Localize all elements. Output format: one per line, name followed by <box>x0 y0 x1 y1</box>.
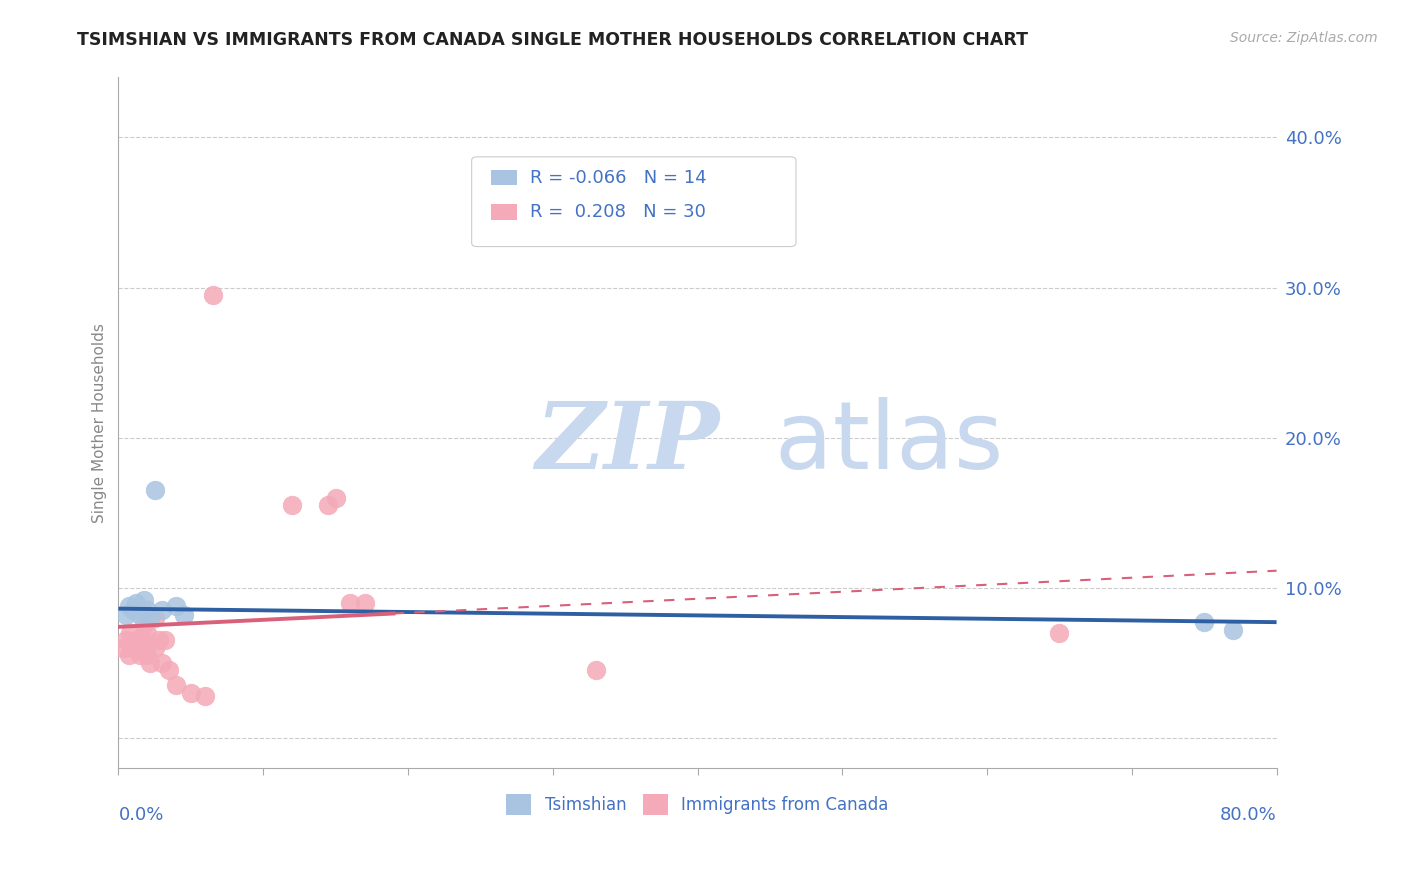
Point <box>153 633 176 648</box>
Text: R = -0.066   N = 14: R = -0.066 N = 14 <box>530 169 706 186</box>
Point <box>1222 623 1244 637</box>
Point <box>353 596 375 610</box>
Text: Source: ZipAtlas.com: Source: ZipAtlas.com <box>1230 31 1378 45</box>
Point <box>165 599 187 613</box>
Point <box>117 599 139 613</box>
FancyBboxPatch shape <box>471 157 796 246</box>
Point <box>180 686 202 700</box>
Point <box>150 656 173 670</box>
FancyBboxPatch shape <box>491 170 517 186</box>
Point <box>1049 625 1071 640</box>
Point <box>281 498 304 512</box>
Point <box>201 288 224 302</box>
Legend: Tsimshian, Immigrants from Canada: Tsimshian, Immigrants from Canada <box>499 788 896 822</box>
Point <box>136 625 159 640</box>
Point <box>114 607 136 622</box>
Point <box>325 491 347 505</box>
Point <box>150 603 173 617</box>
Point <box>129 607 152 622</box>
Point <box>143 483 166 497</box>
Point <box>122 603 145 617</box>
Point <box>1192 615 1215 629</box>
Point <box>139 610 162 624</box>
Point <box>585 663 607 677</box>
Text: R =  0.208   N = 30: R = 0.208 N = 30 <box>530 203 706 221</box>
Point <box>128 640 150 655</box>
Point <box>132 633 155 648</box>
Point <box>117 648 139 662</box>
Point <box>136 648 159 662</box>
Point <box>118 625 141 640</box>
Text: TSIMSHIAN VS IMMIGRANTS FROM CANADA SINGLE MOTHER HOUSEHOLDS CORRELATION CHART: TSIMSHIAN VS IMMIGRANTS FROM CANADA SING… <box>77 31 1028 49</box>
FancyBboxPatch shape <box>491 204 517 219</box>
Y-axis label: Single Mother Households: Single Mother Households <box>93 323 107 523</box>
Point <box>173 607 195 622</box>
Point <box>125 633 148 648</box>
Point <box>136 603 159 617</box>
Point <box>114 633 136 648</box>
Point <box>134 618 156 632</box>
Point <box>143 610 166 624</box>
Point <box>122 640 145 655</box>
Point <box>318 498 340 512</box>
Text: 80.0%: 80.0% <box>1220 805 1277 823</box>
Point <box>125 596 148 610</box>
Text: 0.0%: 0.0% <box>118 805 165 823</box>
Point <box>139 656 162 670</box>
Point <box>134 592 156 607</box>
Point <box>165 678 187 692</box>
Point <box>339 596 361 610</box>
Point <box>157 663 180 677</box>
Point <box>194 689 217 703</box>
Point <box>129 648 152 662</box>
Text: ZIP: ZIP <box>536 399 720 488</box>
Text: atlas: atlas <box>536 397 1004 490</box>
Point <box>148 633 170 648</box>
Point <box>111 640 134 655</box>
Point <box>143 640 166 655</box>
